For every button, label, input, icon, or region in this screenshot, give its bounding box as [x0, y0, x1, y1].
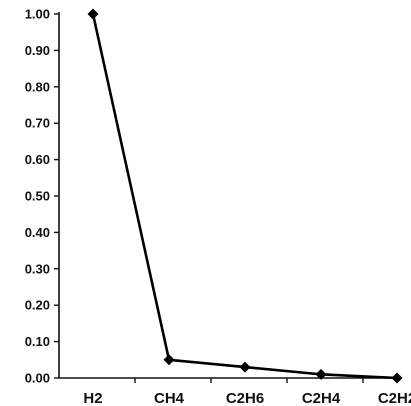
y-tick-label: 0.30 — [25, 261, 50, 276]
y-tick-label: 0.20 — [25, 298, 50, 313]
x-tick-label: CH4 — [154, 390, 185, 406]
x-tick-label: C2H6 — [226, 390, 264, 406]
y-tick-label: 1.00 — [25, 7, 50, 22]
data-point-marker — [391, 372, 403, 384]
y-tick-label: 0.60 — [25, 152, 50, 167]
x-tick-label: C2H2 — [378, 390, 411, 406]
y-tick-label: 0.50 — [25, 189, 50, 204]
series-group — [87, 8, 403, 384]
axes — [58, 12, 398, 379]
y-axis-ticks: 0.00 0.10 0.20 0.30 0.40 0.50 0.60 0.70 0.80 0.90… — [25, 7, 59, 386]
x-axis-ticks: H2 CH4 C2H6 C2H4 C2H2 — [83, 378, 411, 406]
data-point-marker — [239, 361, 251, 373]
y-tick-label: 0.40 — [25, 225, 50, 240]
data-point-marker — [163, 354, 175, 366]
data-point-marker — [87, 8, 99, 20]
y-tick-label: 0.00 — [25, 371, 50, 386]
series-line — [91, 13, 398, 380]
y-tick-label: 0.90 — [25, 43, 50, 58]
data-point-marker — [315, 368, 327, 380]
x-tick-label: C2H4 — [302, 390, 341, 406]
y-tick-label: 0.70 — [25, 116, 50, 131]
x-tick-label: H2 — [83, 390, 102, 406]
y-tick-label: 0.10 — [25, 334, 50, 349]
y-tick-label: 0.80 — [25, 79, 50, 94]
